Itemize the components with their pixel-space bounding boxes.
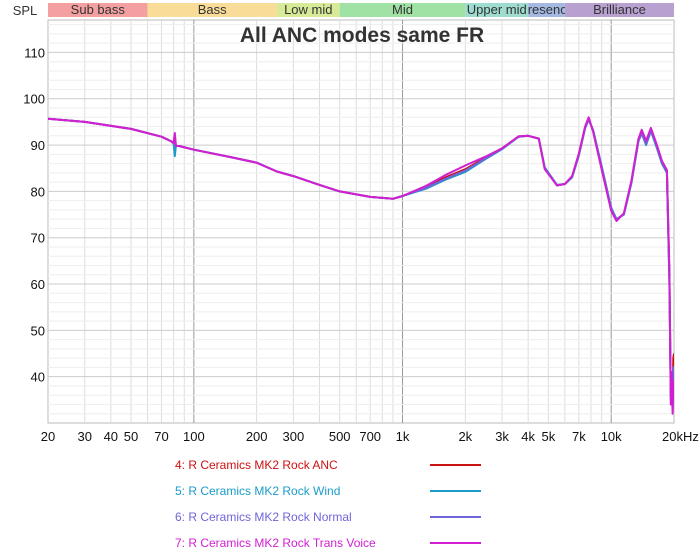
- legend-entry-label: 7: R Ceramics MK2 Rock Trans Voice: [175, 536, 376, 550]
- x-tick-label: 10k: [601, 429, 622, 444]
- x-tick-label: 2k: [458, 429, 472, 444]
- series-lines: [48, 116, 674, 415]
- x-tick-label: 1k: [396, 429, 410, 444]
- band-label: Upper mid: [467, 2, 527, 17]
- x-tick-label: 40: [104, 429, 118, 444]
- x-tick-label: 70: [154, 429, 168, 444]
- band-bass: [147, 3, 277, 17]
- chart-title: All ANC modes same FR: [240, 24, 484, 47]
- x-tick-label: 7k: [572, 429, 586, 444]
- y-tick-label: 60: [31, 277, 45, 292]
- x-tick-label: 500: [329, 429, 351, 444]
- x-tick-label: 20kHz: [662, 429, 699, 444]
- band-low-mid: [276, 3, 340, 17]
- band-mid: [339, 3, 466, 17]
- series-line-4: [48, 116, 674, 415]
- band-sub-bass: [48, 3, 148, 17]
- y-axis-label: SPL: [13, 3, 38, 18]
- y-tick-label: 90: [31, 138, 45, 153]
- legend-entry-label: 4: R Ceramics MK2 Rock ANC: [175, 458, 338, 472]
- band-presence: [528, 3, 565, 17]
- band-brilliance: [564, 3, 674, 17]
- x-axis-ticks: 20 30 40 50 70 100 200 300 500 700 1k 2k 3k 4k 5k 7k 10k…: [41, 429, 699, 444]
- x-tick-label: 20: [41, 429, 55, 444]
- x-tick-label: 100: [183, 429, 205, 444]
- y-tick-label: 100: [23, 92, 45, 107]
- x-tick-label: 4k: [521, 429, 535, 444]
- band-label: Brilliance: [593, 2, 646, 17]
- x-tick-label: 300: [283, 429, 305, 444]
- x-tick-label: 50: [124, 429, 138, 444]
- x-tick-label: 3k: [495, 429, 509, 444]
- legend-entry-label: 6: R Ceramics MK2 Rock Normal: [175, 510, 352, 524]
- band-label: Low mid: [284, 2, 332, 17]
- band-label: Presence: [519, 2, 574, 17]
- x-tick-label: 200: [246, 429, 268, 444]
- legend-entry-label: 5: R Ceramics MK2 Rock Wind: [175, 484, 340, 498]
- band-upper-mid: [465, 3, 529, 17]
- y-tick-label: 110: [24, 45, 45, 60]
- y-tick-label: 80: [31, 184, 45, 199]
- y-tick-label: 70: [31, 231, 45, 246]
- x-tick-label: 5k: [542, 429, 556, 444]
- band-label: Bass: [198, 2, 227, 17]
- x-tick-label: 700: [359, 429, 381, 444]
- y-tick-label: 50: [31, 323, 45, 338]
- plot-area: [47, 19, 675, 424]
- band-label: Mid: [392, 2, 413, 17]
- y-tick-label: 40: [31, 370, 45, 385]
- grid: [48, 20, 674, 423]
- band-label: Sub bass: [71, 2, 126, 17]
- x-tick-label: 30: [78, 429, 92, 444]
- legend: 4: R Ceramics MK2 Rock ANC 5: R Ceramics …: [175, 458, 481, 550]
- y-axis-ticks: 40 50 60 70 80 90 100 110: [23, 45, 45, 384]
